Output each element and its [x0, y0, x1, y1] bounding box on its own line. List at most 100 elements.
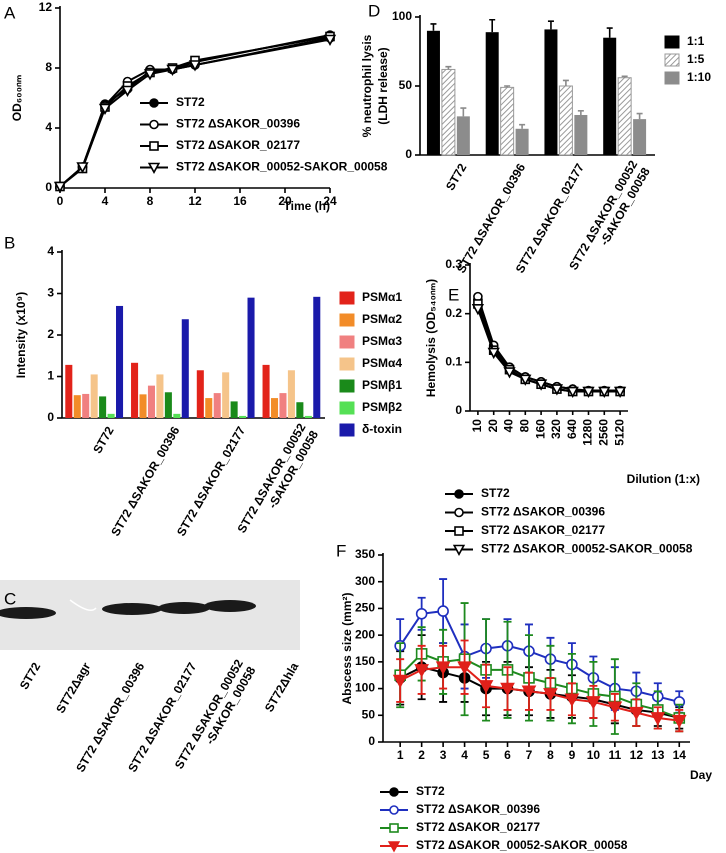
legend-swatch: [339, 335, 355, 349]
blot-band: [204, 600, 256, 612]
x-axis-label: Dilution (1:x): [627, 472, 700, 486]
bar: [500, 86, 515, 156]
legend-label: PSMα4: [362, 356, 402, 370]
error-bar: [460, 107, 467, 117]
marker: [564, 693, 580, 707]
y-tick-label: 100: [355, 681, 375, 695]
marker: [671, 714, 687, 729]
marker: [471, 304, 485, 316]
marker: [452, 544, 466, 556]
bar: [131, 362, 139, 418]
legend-swatch: [339, 379, 355, 393]
error-bar: [519, 123, 526, 129]
marker: [586, 696, 601, 710]
x-tick-label: 2560: [596, 419, 610, 446]
legend-label: ST72: [416, 784, 445, 798]
x-tick-label: 20: [278, 194, 292, 208]
bar: [99, 396, 107, 418]
marker: [387, 841, 401, 853]
bar: [73, 395, 81, 418]
legend-label: ST72 ΔSAKOR_00396: [416, 802, 540, 816]
marker: [500, 682, 515, 697]
x-tick-label: 80: [517, 419, 531, 433]
x-tick-label: 8: [547, 748, 554, 762]
y-tick-label: 4: [45, 120, 52, 134]
x-tick-label: 7: [526, 748, 533, 762]
legend-label: ST72: [176, 95, 205, 109]
y-axis-label: (LDH release): [376, 47, 390, 124]
bar: [633, 119, 647, 155]
legend-label: ST72 ΔSAKOR_02177: [481, 523, 605, 537]
marker: [628, 706, 644, 721]
marker: [188, 60, 202, 72]
blot-artifact: [69, 599, 97, 611]
marker: [389, 823, 399, 833]
error-bar: [621, 75, 628, 78]
bar: [213, 393, 221, 418]
bar: [164, 392, 172, 418]
error-bar: [577, 110, 584, 115]
x-tick-label: 13: [651, 748, 665, 762]
y-axis-label: OD₆₀₀ₙₘ: [10, 75, 24, 122]
legend-label: ST72 ΔSAKOR_00052-SAKOR_00058: [416, 838, 628, 852]
bar: [107, 413, 115, 418]
y-tick-label: 2: [47, 327, 54, 341]
western-blot: [0, 580, 300, 650]
x-tick-label: ST72: [443, 161, 470, 193]
error-bar: [445, 65, 452, 70]
bar: [139, 394, 147, 418]
bar: [544, 29, 558, 156]
bar: [279, 393, 287, 418]
x-tick-label: 640: [565, 419, 579, 439]
bar: [456, 116, 470, 155]
error-bar: [636, 112, 643, 120]
bar: [247, 297, 255, 418]
x-axis-label: Day: [690, 768, 712, 782]
marker: [607, 701, 623, 715]
x-tick-label: 1280: [581, 419, 595, 446]
bar: [239, 415, 247, 418]
y-tick-label: 50: [399, 78, 413, 92]
marker: [389, 805, 399, 815]
y-tick-label: 12: [39, 0, 53, 14]
y-tick-label: 0: [47, 410, 54, 424]
x-tick-label: 320: [549, 419, 563, 439]
panel-label: F: [336, 541, 346, 560]
marker: [76, 162, 89, 174]
x-tick-label: 6: [504, 748, 511, 762]
x-tick-label: 160: [533, 419, 547, 439]
x-tick-label: 10: [587, 748, 601, 762]
x-tick-label: ST72: [90, 424, 117, 456]
series-line: [476, 308, 621, 393]
marker: [435, 661, 451, 675]
y-tick-label: 150: [355, 654, 375, 668]
panel-label: C: [4, 589, 16, 608]
marker: [53, 181, 67, 193]
bar: [205, 398, 213, 418]
legend-label: PSMα1: [362, 290, 402, 304]
marker: [166, 64, 179, 76]
bar: [441, 68, 456, 156]
legend-label: 1:10: [687, 70, 711, 84]
marker: [457, 661, 472, 675]
marker: [454, 526, 464, 536]
y-tick-label: 300: [355, 574, 375, 588]
y-tick-label: 0.2: [445, 306, 462, 320]
bar: [196, 370, 204, 418]
y-tick-label: 3: [47, 286, 54, 300]
bar: [617, 77, 632, 156]
bar: [426, 30, 440, 155]
error-bar: [562, 79, 569, 86]
x-tick-label: 12: [188, 194, 202, 208]
x-tick-label: ST72 ΔSAKOR_00396: [108, 424, 182, 539]
bar: [181, 319, 189, 418]
panel-label: E: [448, 285, 459, 304]
x-tick-label: 9: [569, 748, 576, 762]
x-tick-label: 40: [502, 419, 516, 433]
y-axis-label: Hemolysis (OD₅₄₀ₙₘ): [424, 279, 438, 397]
error-bar: [430, 23, 437, 31]
y-axis-label: % neutrophil lysis: [360, 34, 374, 137]
legend-swatch: [664, 53, 680, 67]
x-tick-label: 8: [147, 194, 154, 208]
